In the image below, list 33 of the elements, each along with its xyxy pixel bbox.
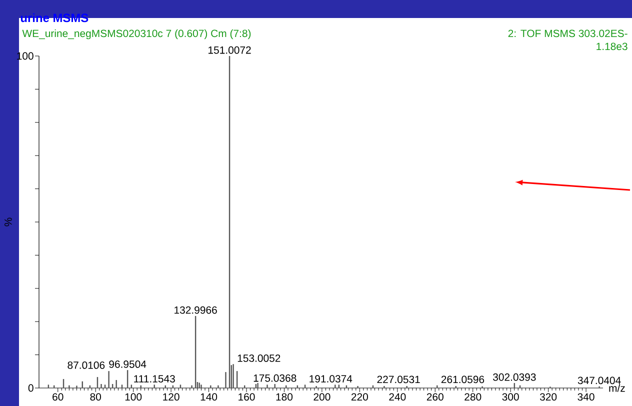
annotation: 96.9504 — [109, 360, 146, 368]
y-axis-title: % — [4, 218, 12, 226]
annotation: 302.0393 — [493, 373, 536, 381]
x-tick-label: 240 — [389, 393, 406, 401]
x-tick-label: 300 — [502, 393, 519, 401]
x-tick-label: 100 — [125, 393, 142, 401]
x-tick-label: 340 — [578, 393, 594, 401]
annotation: 153.0052 — [238, 354, 280, 362]
x-tick-label: 200 — [314, 393, 330, 401]
annotation: 111.1543 — [134, 375, 175, 382]
x-tick-label: 180 — [276, 393, 293, 401]
annotation: 87.0106 — [68, 361, 105, 369]
annotation: 151.0072 — [208, 46, 251, 54]
x-axis-title: m/z — [609, 384, 625, 392]
annotation: 347.0404 — [578, 376, 621, 384]
chart-subtitle: WE_urine_negMSMS020310c 7 (0.607) Cm (7:8) — [22, 29, 251, 40]
annotation: 191.0374 — [310, 375, 352, 382]
annotation: 227.0531 — [377, 376, 420, 384]
x-tick-label: 80 — [90, 393, 101, 401]
x-tick-label: 60 — [52, 393, 64, 401]
text: 1.18e3 — [596, 42, 628, 50]
x-tick-label: 160 — [238, 393, 255, 401]
x-tick-label: 280 — [464, 393, 482, 401]
annotation: 132.9966 — [174, 306, 217, 314]
annotation: 175.0368 — [254, 374, 296, 382]
x-tick-label: 220 — [351, 393, 368, 401]
x-tick-label: 260 — [426, 393, 444, 401]
x-tick-label: 140 — [200, 393, 218, 401]
text: 2: TOF MSMS 303.02ES- — [508, 30, 628, 38]
y-tick-label: 0 — [28, 384, 34, 392]
annotation: 261.0596 — [441, 376, 484, 384]
x-tick-label: 320 — [540, 393, 557, 401]
x-tick-label: 120 — [163, 393, 180, 401]
